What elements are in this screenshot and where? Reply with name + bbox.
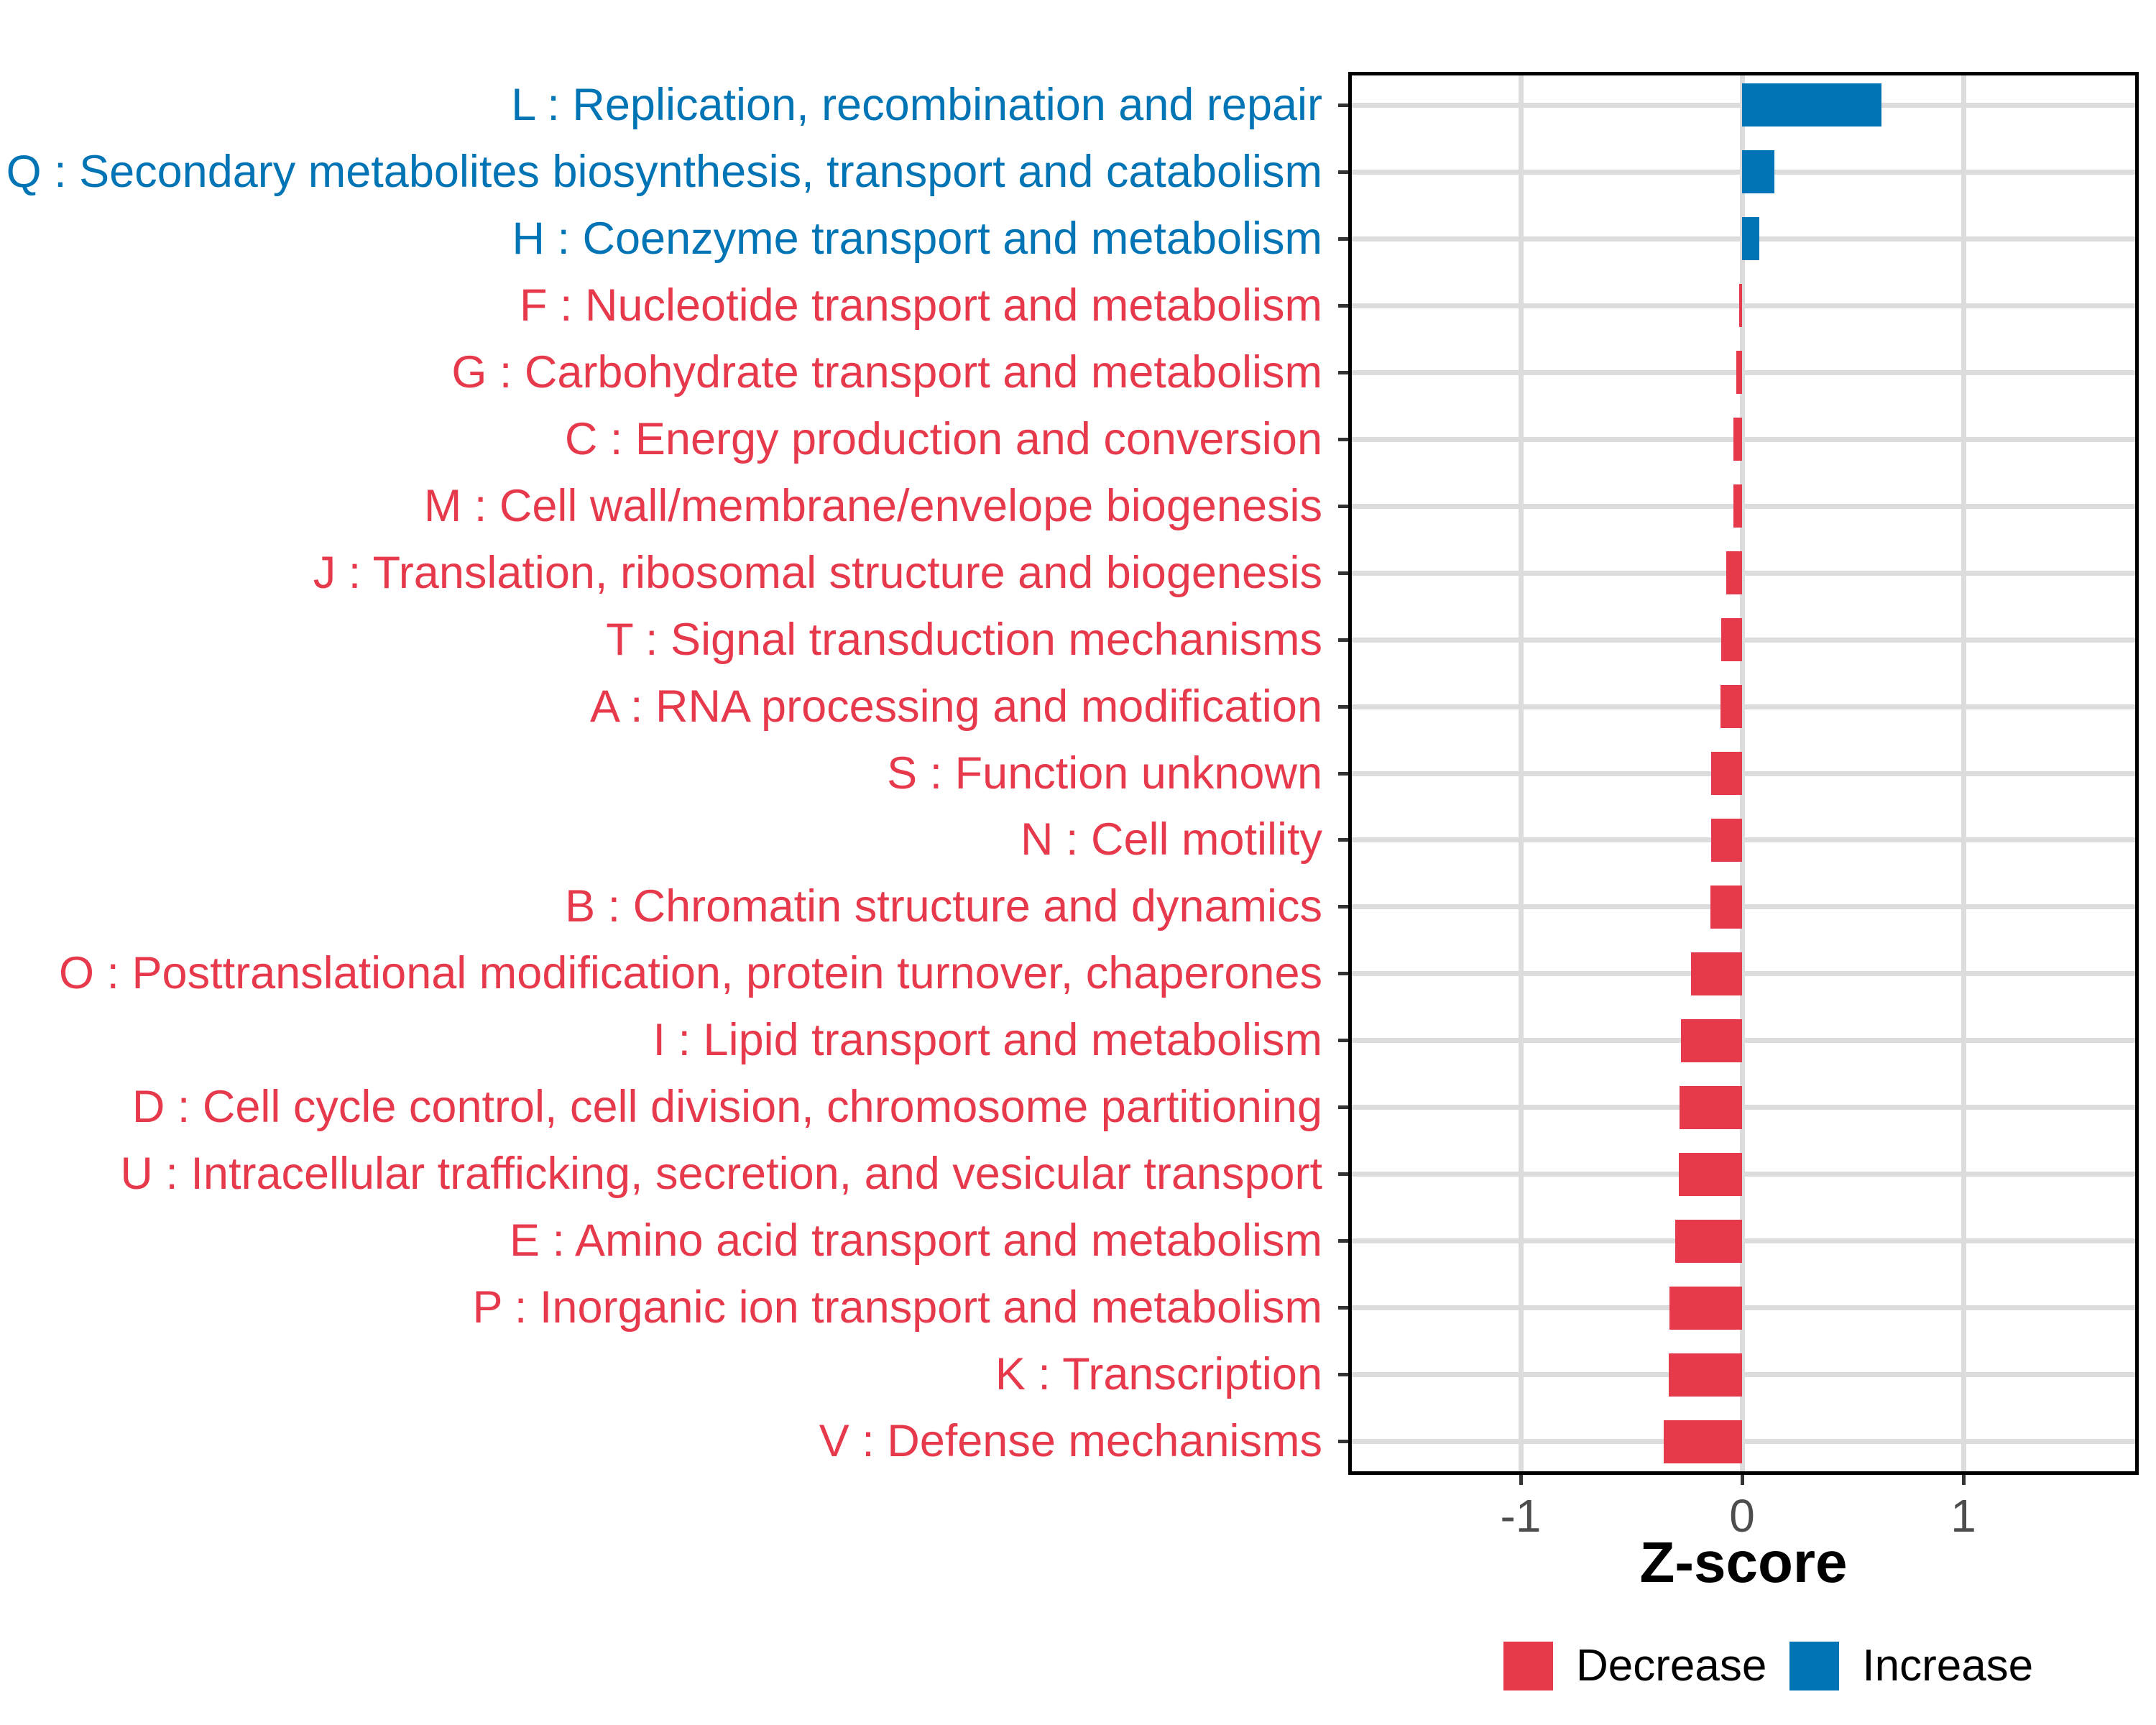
category-label: C : Energy production and conversion (564, 413, 1322, 464)
bar-f (1738, 284, 1742, 328)
category-label: U : Intracellular trafficking, secretion… (120, 1149, 1322, 1200)
y-axis-tick (1338, 638, 1348, 642)
legend-swatch-decrease (1503, 1642, 1553, 1690)
y-axis-tick (1338, 1239, 1348, 1243)
legend-swatch-increase (1789, 1642, 1840, 1690)
y-axis-tick (1338, 504, 1348, 508)
legend-label-increase: Increase (1862, 1641, 2034, 1690)
y-axis-tick (1338, 1039, 1348, 1043)
bar-e (1674, 1219, 1742, 1263)
bar-o (1691, 952, 1742, 995)
y-axis-tick (1338, 370, 1348, 374)
category-label: H : Coenzyme transport and metabolism (512, 213, 1322, 264)
gridline-vertical (1518, 72, 1524, 1475)
y-axis-tick (1338, 236, 1348, 241)
bar-a (1720, 685, 1742, 729)
x-axis-tick (1961, 1475, 1966, 1485)
bar-n (1710, 818, 1742, 862)
x-axis-title: Z-score (1639, 1530, 1848, 1594)
category-label: N : Cell motility (1020, 814, 1322, 865)
category-label: I : Lipid transport and metabolism (653, 1015, 1322, 1066)
bar-q (1742, 150, 1774, 194)
y-axis-tick (1338, 103, 1348, 107)
category-label: G : Carbohydrate transport and metabolis… (451, 346, 1322, 397)
bar-d (1680, 1085, 1742, 1129)
category-label: J : Translation, ribosomal structure and… (313, 547, 1322, 598)
x-axis-tick (1519, 1475, 1523, 1485)
y-axis-tick (1338, 303, 1348, 308)
category-label: S : Function unknown (887, 748, 1322, 799)
bar-m (1733, 484, 1742, 528)
y-axis-tick (1338, 1440, 1348, 1444)
category-label: T : Signal transduction mechanisms (606, 614, 1322, 665)
bar-j (1726, 551, 1742, 595)
bar-p (1669, 1286, 1742, 1330)
y-axis-tick (1338, 437, 1348, 441)
x-axis-tick-label: 1 (1950, 1490, 1976, 1542)
bar-k (1668, 1353, 1742, 1397)
category-label: L : Replication, recombination and repai… (511, 80, 1322, 130)
category-label: M : Cell wall/membrane/envelope biogenes… (423, 480, 1322, 531)
bar-c (1733, 418, 1742, 461)
y-axis-tick (1338, 1373, 1348, 1377)
y-axis-tick (1338, 905, 1348, 909)
y-axis-tick (1338, 1306, 1348, 1310)
plot-panel (1348, 72, 2139, 1475)
category-label: Q : Secondary metabolites biosynthesis, … (6, 146, 1322, 197)
category-label: A : RNA processing and modification (589, 681, 1322, 732)
gridline-vertical (1961, 72, 1966, 1475)
x-axis-tick (1740, 1475, 1744, 1485)
legend: Decrease Increase (1503, 1642, 2033, 1690)
bar-l (1742, 83, 1882, 127)
x-axis-tick-label: -1 (1500, 1490, 1542, 1542)
category-label: K : Transcription (995, 1349, 1322, 1400)
bar-b (1710, 885, 1742, 929)
category-label: F : Nucleotide transport and metabolism (519, 280, 1322, 331)
y-axis-tick (1338, 1172, 1348, 1177)
category-label: O : Posttranslational modification, prot… (59, 948, 1322, 999)
bar-g (1736, 351, 1742, 395)
legend-label-decrease: Decrease (1576, 1641, 1767, 1690)
category-label: B : Chromatin structure and dynamics (565, 881, 1322, 932)
bar-i (1680, 1018, 1742, 1062)
x-axis-tick-label: 0 (1729, 1490, 1755, 1542)
y-axis-tick (1338, 838, 1348, 842)
category-label: P : Inorganic ion transport and metaboli… (472, 1282, 1322, 1333)
category-label: D : Cell cycle control, cell division, c… (132, 1082, 1322, 1133)
category-label: E : Amino acid transport and metabolism (509, 1215, 1322, 1266)
bar-t (1720, 618, 1742, 662)
y-axis-tick (1338, 704, 1348, 709)
bar-u (1679, 1152, 1742, 1196)
y-axis-tick (1338, 771, 1348, 776)
y-axis-tick (1338, 170, 1348, 174)
bar-h (1742, 217, 1759, 261)
y-axis-tick (1338, 571, 1348, 575)
gridline-vertical (1739, 72, 1745, 1475)
y-axis-tick (1338, 1105, 1348, 1110)
category-label: V : Defense mechanisms (819, 1416, 1322, 1467)
y-axis-tick (1338, 972, 1348, 976)
bar-v (1663, 1420, 1742, 1463)
bar-s (1711, 752, 1742, 795)
